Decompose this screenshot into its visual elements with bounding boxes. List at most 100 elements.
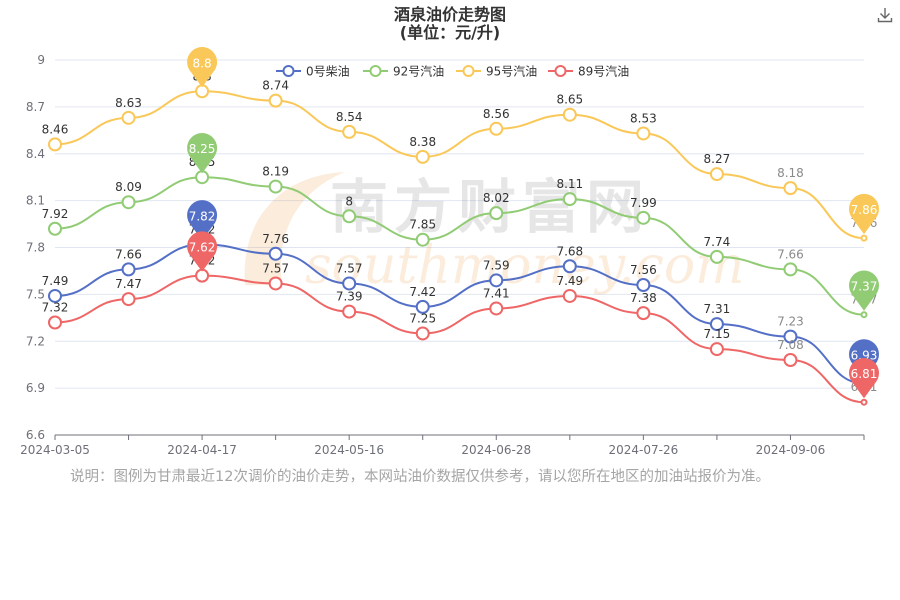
legend-label: 0号柴油 [306, 65, 350, 79]
data-label: 7.56 [630, 263, 657, 277]
data-point[interactable] [860, 398, 868, 406]
pin-marker [187, 200, 218, 241]
x-tick-label: 2024-05-16 [314, 443, 384, 457]
svg-text:southmoney.com: southmoney.com [305, 236, 745, 296]
data-point[interactable] [342, 209, 357, 224]
data-label: 7.68 [556, 244, 583, 258]
series-lines [48, 84, 868, 406]
data-point[interactable] [121, 195, 136, 210]
pin-marker [187, 231, 218, 272]
data-point[interactable] [709, 249, 724, 264]
data-point[interactable] [415, 149, 430, 164]
data-point[interactable] [489, 121, 504, 136]
data-point[interactable] [342, 124, 357, 139]
data-point[interactable] [48, 221, 62, 236]
data-point[interactable] [121, 110, 136, 125]
data-point[interactable] [562, 192, 577, 207]
pin-label: 6.81 [851, 367, 878, 381]
data-point[interactable] [709, 342, 724, 357]
legend-item[interactable]: 92号汽油 [363, 64, 444, 79]
data-label: 7.41 [483, 286, 510, 300]
data-label: 7.76 [262, 232, 289, 246]
y-tick-label: 7.2 [26, 334, 45, 348]
data-labels: 7.49 7.66 7.82 7.76 7.57 7.42 7.59 7.68 7.56 7.31… [42, 69, 878, 394]
data-label: 7.66 [777, 247, 804, 261]
axes: 6.6 6.9 7.2 7.5 7.8 8.1 8.4 8.7 9 2024-03-05 2024-… [20, 53, 865, 457]
x-tick-label: 2024-06-28 [461, 443, 531, 457]
data-point[interactable] [860, 311, 868, 319]
data-point[interactable] [783, 181, 798, 196]
data-point[interactable] [860, 234, 868, 242]
data-point[interactable] [121, 292, 136, 307]
data-point[interactable] [268, 246, 283, 261]
data-label: 8.65 [556, 93, 583, 107]
data-point[interactable] [709, 317, 724, 332]
data-label: 8.46 [42, 122, 69, 136]
data-point[interactable] [489, 273, 504, 288]
pin-label: 7.82 [189, 209, 216, 223]
data-point[interactable] [48, 137, 62, 152]
data-point[interactable] [489, 206, 504, 221]
data-point[interactable] [709, 167, 724, 182]
data-point[interactable] [636, 306, 651, 321]
legend-item[interactable]: 0号柴油 [276, 65, 350, 79]
data-label: 8.02 [483, 191, 510, 205]
pin-marker [187, 132, 218, 174]
data-point[interactable] [636, 278, 651, 292]
data-label: 7.92 [42, 207, 69, 221]
svg-text:南方财富网: 南方财富网 [330, 173, 650, 241]
legend-item[interactable]: 95号汽油 [456, 64, 537, 79]
legend-item[interactable]: 89号汽油 [548, 64, 629, 79]
data-label: 8.09 [115, 180, 142, 194]
data-label: 8 [345, 194, 353, 208]
chart-note: 说明：图例为甘肃最近12次调价的油价走势，本网站油价数据仅供参考，请以您所在地区… [70, 469, 770, 485]
data-point[interactable] [562, 107, 577, 122]
data-label: 8.38 [409, 135, 436, 149]
data-point[interactable] [342, 276, 357, 291]
data-point[interactable] [415, 299, 430, 314]
chart-subtitle: (单位：元/升) [400, 23, 500, 42]
legend-marker [462, 65, 475, 77]
pin-label: 7.62 [189, 241, 216, 255]
data-point[interactable] [268, 276, 283, 291]
pin-label: 8.25 [189, 142, 216, 156]
x-tick-label: 2024-07-26 [608, 443, 678, 457]
x-tick-label: 2024-03-05 [20, 443, 90, 457]
data-label: 7.66 [115, 247, 142, 261]
extreme-markers: 7.82 6.93 8.25 7.37 8.8 7.86 7.62 6.81 [187, 47, 880, 399]
data-point[interactable] [48, 288, 62, 303]
series-line [54, 176, 865, 316]
legend-label: 89号汽油 [578, 64, 629, 79]
x-tick-label: 2024-04-17 [167, 443, 237, 457]
data-label: 7.08 [777, 338, 804, 352]
data-point[interactable] [268, 179, 283, 194]
data-point[interactable] [636, 210, 651, 225]
chart-title: 酒泉油价走势图 [394, 5, 506, 24]
data-point[interactable] [415, 232, 430, 247]
pin-marker [849, 270, 880, 311]
data-label: 8.18 [777, 166, 804, 180]
data-label: 7.15 [704, 327, 731, 341]
data-point[interactable] [121, 262, 136, 277]
data-label: 7.49 [42, 274, 69, 288]
legend[interactable]: 0号柴油 92号汽油 95号汽油 89号汽油 [276, 64, 629, 79]
data-point[interactable] [268, 93, 283, 108]
data-point[interactable] [636, 126, 651, 141]
data-point[interactable] [342, 304, 357, 319]
data-point[interactable] [48, 315, 62, 330]
pin-label: 7.37 [851, 280, 878, 294]
download-icon[interactable] [876, 6, 894, 24]
data-point[interactable] [562, 259, 577, 274]
data-label: 8.11 [556, 177, 583, 191]
pin-marker [849, 193, 880, 235]
data-point[interactable] [489, 301, 504, 316]
data-point[interactable] [783, 262, 798, 277]
data-point[interactable] [415, 326, 430, 341]
data-point[interactable] [783, 329, 798, 344]
y-tick-label: 7.8 [26, 241, 45, 255]
data-point[interactable] [783, 353, 798, 367]
data-point[interactable] [562, 288, 577, 303]
legend-marker [369, 65, 382, 77]
pin-label: 8.8 [193, 56, 212, 70]
